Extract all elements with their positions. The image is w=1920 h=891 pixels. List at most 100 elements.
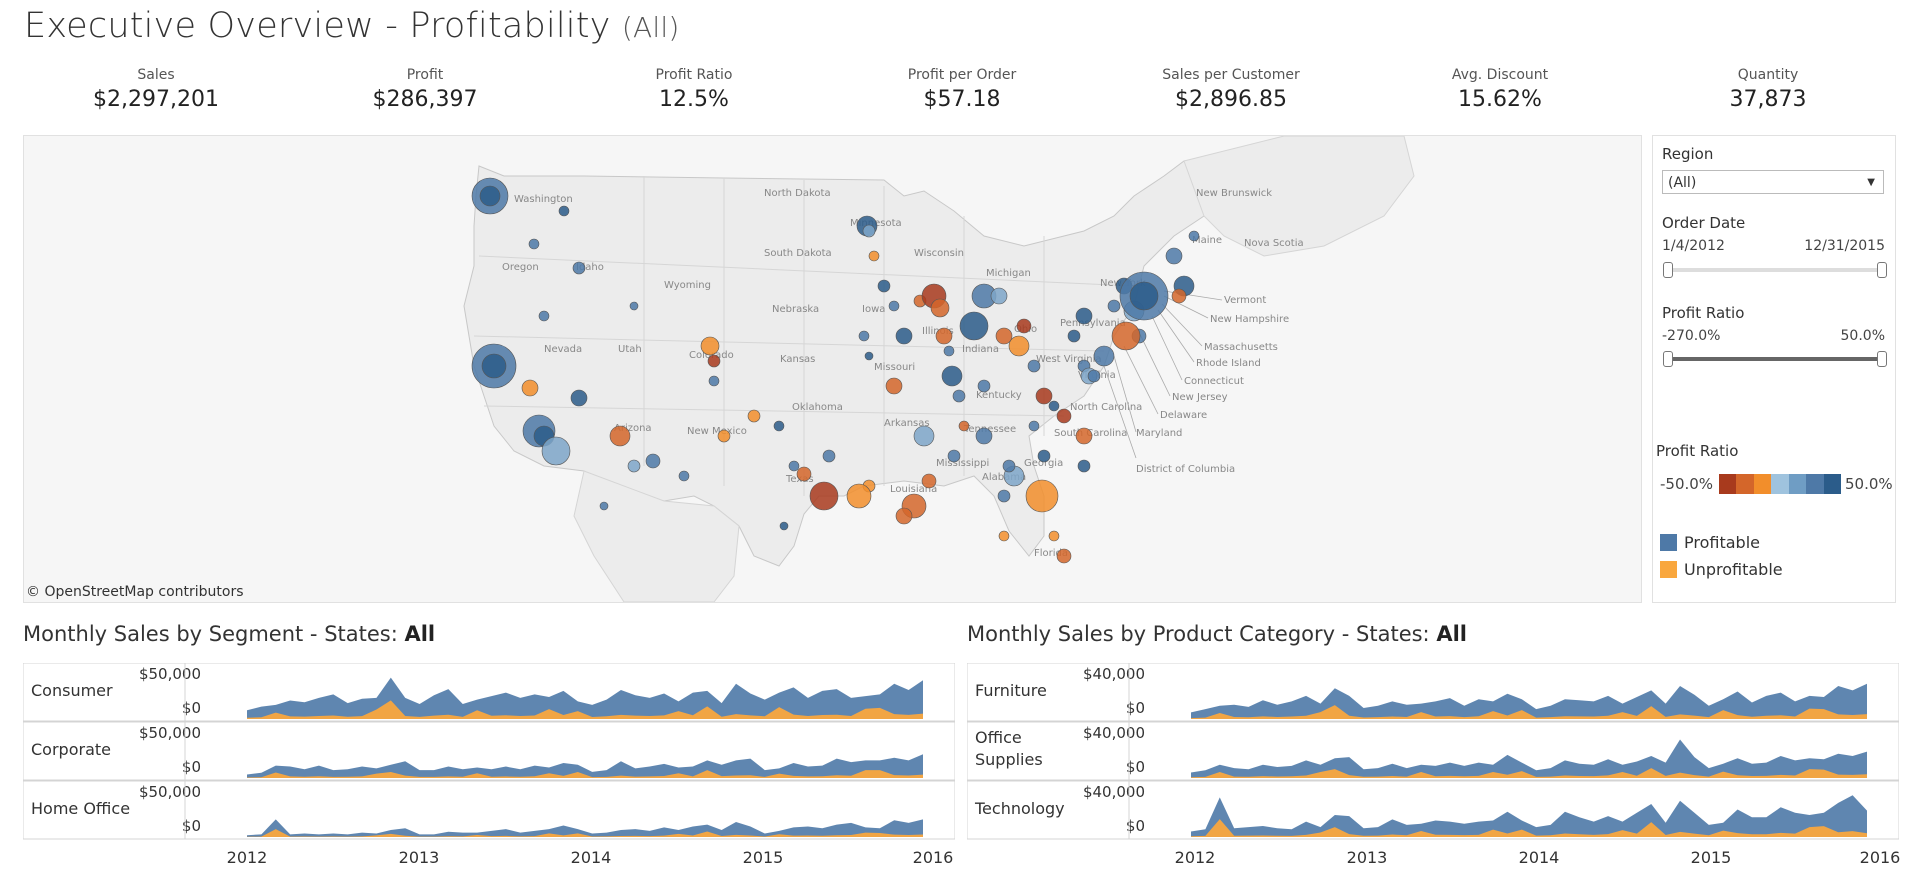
state-label: Wisconsin [914,248,964,259]
panel-frame [967,721,1899,781]
city-marker [858,330,870,342]
region-dropdown[interactable]: (All) ▼ [1662,170,1884,194]
city-marker [1035,387,1053,405]
city-marker [995,327,1013,345]
state-label: New Hampshire [1210,314,1289,325]
state-label: Maine [1192,235,1222,246]
legend-swatch [1806,474,1824,494]
x-tick: 2014 [570,848,612,867]
kpi-sales-per-customer: Sales per Customer $2,896.85 [1101,66,1361,116]
series-area-corporate [247,754,923,778]
segment-row-label: Consumer [31,681,113,700]
city-marker [538,310,550,322]
kpi-label: Sales [137,67,175,83]
map-canvas[interactable]: Washington Oregon Idaho Nevada Utah Colo… [24,136,1641,602]
region-label: Region [1662,145,1714,163]
city-marker [1165,247,1183,265]
kpi-value: $2,297,201 [93,87,219,112]
city-marker [977,379,991,393]
city-marker [1028,420,1040,432]
profit-map[interactable]: Washington Oregon Idaho Nevada Utah Colo… [23,135,1642,603]
y-tick: $0 [1125,758,1145,776]
kpi-profit-per-order: Profit per Order $57.18 [832,66,1092,116]
state-label: West Virginia [1036,354,1101,365]
profit-ratio-max: 50.0% [1840,328,1885,344]
city-marker [1067,329,1081,343]
unprofitable-area [247,770,923,778]
profit-ratio-slider-track[interactable] [1667,357,1883,361]
city-marker [1008,335,1030,357]
city-marker [1077,459,1091,473]
city-marker [1171,288,1187,304]
kpi-bar: Sales $2,297,201 Profit $286,397 Profit … [24,66,1914,124]
x-tick: 2015 [742,848,784,867]
kpi-label: Profit per Order [907,67,1017,83]
category-title-state: All [1436,622,1467,646]
city-marker [1056,408,1072,424]
city-marker [645,453,661,469]
legend-swatch [1823,474,1841,494]
city-marker [773,420,785,432]
kpi-profit-ratio: Profit Ratio 12.5% [564,66,824,116]
filter-panel: Region (All) ▼ Order Date 1/4/2012 12/31… [1652,135,1896,603]
mexico-landmass [573,470,740,602]
city-marker [1188,230,1200,242]
state-label: Tennessee [963,424,1016,435]
segment-chart-title: Monthly Sales by Segment - States: All [23,622,435,646]
category-chart-title: Monthly Sales by Product Category - Stat… [967,622,1467,646]
order-date-end: 12/31/2015 [1804,238,1885,254]
city-marker [481,353,507,379]
city-marker [1111,321,1141,351]
x-tick: 2012 [226,848,268,867]
city-marker [862,224,876,238]
order-date-slider-track[interactable] [1667,268,1883,272]
state-label: Mississippi [936,458,989,469]
city-marker [1048,400,1060,412]
city-markers[interactable] [471,177,1200,564]
segment-chart[interactable]: Consumer Corporate Home Office $50,000 $… [23,663,955,841]
state-label: Rhode Island [1196,358,1261,369]
unprofitable-area [1191,768,1867,778]
kpi-label: Profit [406,67,444,83]
legend-swatch [1771,474,1789,494]
city-marker [1025,479,1059,513]
title-text: Executive Overview - Profitability [24,6,611,46]
kpi-label: Profit Ratio [655,67,733,83]
city-marker [1037,449,1051,463]
unprofitable-area [1191,819,1867,837]
city-marker [888,300,900,312]
city-marker [599,501,609,511]
category-chart[interactable]: Furniture Office Supplies Technology $40… [967,663,1899,841]
city-marker [846,483,872,509]
unprofitable-area [1191,705,1867,719]
order-date-slider-end-handle[interactable] [1877,262,1887,278]
category-area-plot[interactable] [967,663,1899,841]
state-label: New Brunswick [1196,188,1272,199]
segment-area-plot[interactable] [23,663,955,841]
legend-min: -50.0% [1660,475,1714,493]
city-marker [921,473,937,489]
profit-ratio-slider-min-handle[interactable] [1663,351,1673,367]
city-marker [627,459,641,473]
city-marker [700,336,720,356]
category-title-prefix: Monthly Sales by Product Category - Stat… [967,622,1437,646]
profit-ratio-slider-max-handle[interactable] [1877,351,1887,367]
kpi-value: $57.18 [923,87,1001,112]
state-label: Maryland [1136,428,1182,439]
x-tick: 2012 [1174,848,1216,867]
legend-profitable-label: Profitable [1684,533,1760,552]
city-marker [1056,548,1072,564]
state-label: Missouri [874,362,915,373]
city-marker [997,489,1011,503]
order-date-slider-start-handle[interactable] [1663,262,1673,278]
city-marker [930,298,950,318]
panel-frame [967,663,1899,722]
city-marker [629,301,639,311]
map-attribution: © OpenStreetMap contributors [26,584,244,600]
city-marker [877,279,891,293]
city-marker [1093,345,1115,367]
city-marker [959,311,989,341]
city-marker [935,327,953,345]
city-marker [809,481,839,511]
kpi-quantity: Quantity 37,873 [1638,66,1898,116]
